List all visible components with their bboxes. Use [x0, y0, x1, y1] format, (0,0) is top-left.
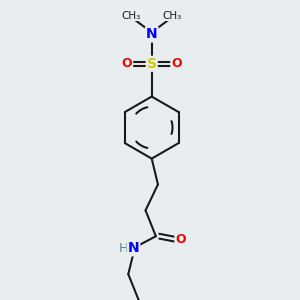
- Text: O: O: [122, 57, 132, 70]
- Text: O: O: [176, 233, 186, 246]
- Text: CH₃: CH₃: [122, 11, 141, 20]
- Text: O: O: [171, 57, 182, 70]
- Text: H: H: [118, 242, 128, 255]
- Text: N: N: [128, 241, 139, 255]
- Text: S: S: [147, 57, 157, 71]
- Text: CH₃: CH₃: [163, 11, 182, 20]
- Text: N: N: [146, 28, 158, 41]
